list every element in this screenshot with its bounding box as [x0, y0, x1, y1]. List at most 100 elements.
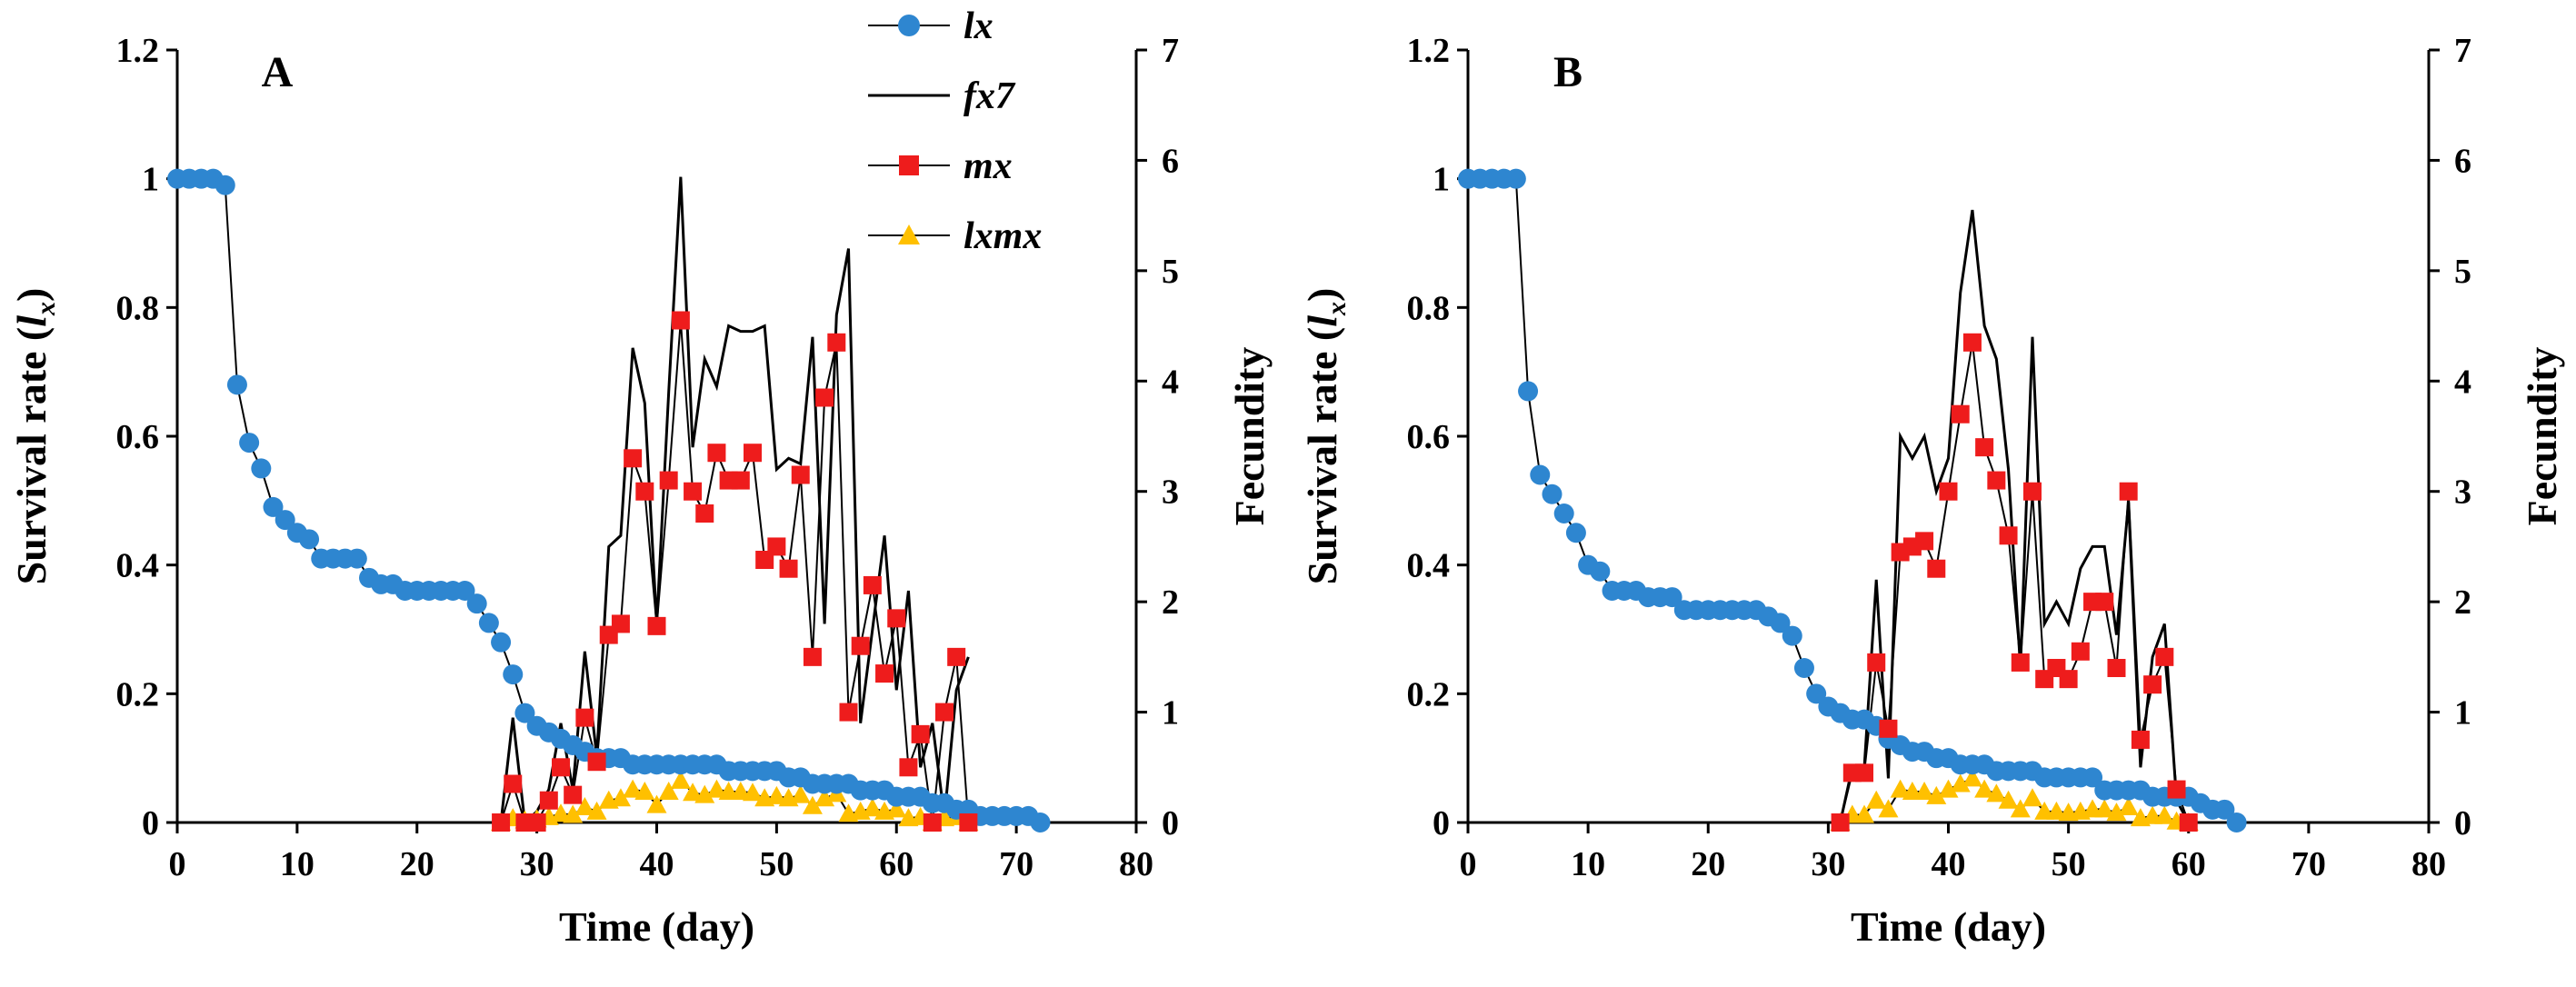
y-tick-label: 0 [1433, 804, 1450, 842]
lx-point [491, 632, 512, 653]
lxmx-point [1914, 782, 1935, 800]
x-tick-label: 0 [1460, 845, 1477, 883]
mx-point [684, 482, 703, 501]
mx-point [2119, 482, 2138, 501]
mx-point [923, 813, 942, 832]
lxmx-point [1878, 799, 1899, 818]
mx-point [731, 471, 750, 490]
mx-point [839, 703, 858, 722]
mx-point [2011, 653, 2030, 672]
y2-tick-label: 4 [2454, 363, 2471, 401]
x-tick-label: 40 [640, 845, 674, 883]
lx-point [466, 593, 487, 614]
y-axis-title: Survival rate (lx) [1299, 288, 1352, 585]
mx-point [2167, 780, 2186, 799]
mx-point [863, 575, 882, 594]
y-tick-label: 1 [142, 161, 159, 199]
lx-series-line [177, 177, 1041, 823]
lx-point [478, 613, 499, 633]
y2-tick-label: 6 [2454, 142, 2471, 180]
mx-point [1939, 482, 1958, 501]
y2-tick-label: 3 [2454, 474, 2471, 512]
mx-point [1927, 559, 1946, 578]
y-axis-title-part: l [8, 315, 55, 327]
x-tick-label: 40 [1932, 845, 1966, 883]
y-axis-title-part: x [31, 302, 61, 316]
lx-point [1782, 625, 1802, 646]
y-axis-title-part: Survival rate ( [1299, 327, 1345, 585]
y-axis-title-part: Survival rate ( [8, 327, 55, 585]
x-tick-label: 30 [520, 845, 554, 883]
y-axis-title-part: x [1322, 302, 1352, 316]
y-tick-label: 0.8 [1407, 289, 1451, 327]
mx-point [1951, 404, 1970, 424]
mx-point [827, 333, 846, 352]
lxmx-point [574, 797, 595, 815]
lxmx-point [1950, 773, 1971, 793]
lxmx-point [2022, 788, 2042, 807]
lxmx-point [551, 803, 571, 822]
chart-panel-b: 0 10 20 30 40 50 60 70 8000.20.40.60.811.2012345… [1299, 32, 2565, 950]
mx-point [935, 703, 954, 722]
y-tick-label: 0.6 [1407, 418, 1451, 456]
mx-point [2143, 675, 2162, 694]
lx-point [2082, 767, 2103, 788]
x-tick-label: 60 [879, 845, 914, 883]
legend: lx fx7 mx lxmx [868, 5, 1042, 257]
y2-tick-label: 7 [2454, 32, 2471, 70]
mx-point [803, 647, 822, 666]
lxmx-point [802, 795, 823, 814]
y2-tick-label: 1 [1162, 694, 1179, 733]
lxmx-point [1890, 779, 1911, 798]
x-axis-title: Time (day) [1851, 903, 2046, 950]
lxmx-point [766, 785, 787, 804]
y-tick-label: 0.2 [116, 675, 160, 713]
lx-point [1530, 464, 1551, 485]
lxmx-point [610, 788, 631, 807]
x-tick-label: 80 [2411, 845, 2446, 883]
mx-point [2022, 482, 2042, 501]
lxmx-point [586, 801, 607, 820]
y-tick-label: 0.4 [116, 547, 160, 585]
mx-point [635, 482, 654, 501]
mx-point [1879, 719, 1898, 738]
mx-point [1867, 653, 1886, 672]
lxmx-point [862, 798, 883, 817]
y2-tick-label: 4 [1162, 363, 1179, 401]
mx-point [2155, 647, 2174, 666]
lxmx-point [2118, 797, 2139, 815]
mx-point [899, 758, 918, 777]
lxmx-point [1962, 768, 1982, 787]
x-tick-label: 30 [1811, 845, 1845, 883]
y2-tick-label: 5 [2454, 253, 2471, 291]
y2-tick-label: 2 [2454, 583, 2471, 622]
mx-point [624, 449, 643, 468]
legend-swatch-mx [899, 155, 919, 175]
y2-tick-label: 2 [1162, 583, 1179, 622]
legend-swatch-lx [898, 15, 920, 36]
lxmx-point [706, 779, 727, 798]
chart-panel-a: 0 10 20 30 40 50 60 70 8000.20.40.60.811.2012345… [8, 32, 1273, 950]
lx-point [263, 496, 284, 517]
mx-point [744, 444, 762, 463]
lxmx-point [623, 779, 644, 798]
y2-tick-label: 6 [1162, 142, 1179, 180]
x-tick-label: 20 [400, 845, 434, 883]
lxmx-point [2046, 801, 2067, 820]
y2-tick-label: 0 [2454, 804, 2471, 842]
y-tick-label: 1.2 [116, 32, 160, 70]
y2-tick-label: 0 [1162, 804, 1179, 842]
lxmx-point [1998, 790, 2019, 809]
x-axis-title: Time (day) [559, 903, 754, 950]
mx-point [504, 774, 523, 793]
mx-point [647, 616, 666, 635]
lxmx-point [670, 770, 691, 789]
y-tick-label: 0.8 [116, 289, 160, 327]
lxmx-point [2094, 799, 2115, 818]
y-axis-title: Survival rate (lx) [8, 288, 61, 585]
lxmx-point [694, 784, 715, 803]
lxmx-point [1926, 785, 1947, 804]
mx-point [1962, 333, 1982, 352]
panel-label: A [262, 48, 294, 96]
lxmx-point [646, 794, 667, 813]
